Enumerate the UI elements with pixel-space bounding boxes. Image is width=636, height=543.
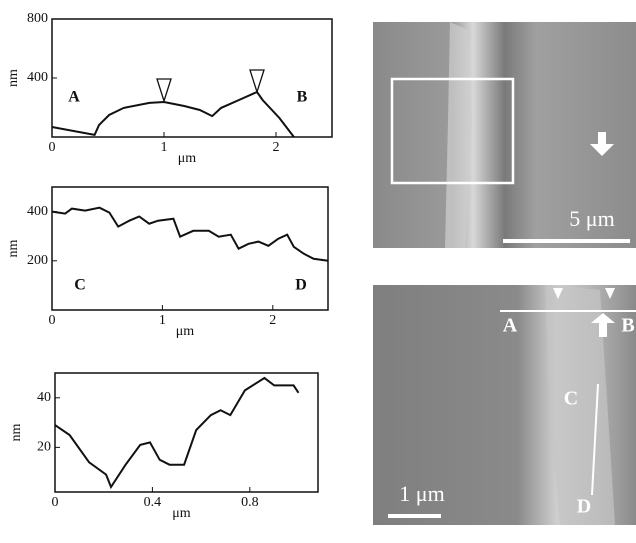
x-tick-label: 0.4 bbox=[144, 495, 162, 510]
y-axis-label: nm bbox=[6, 239, 21, 257]
annotation: A bbox=[68, 89, 80, 106]
y-tick-label: 400 bbox=[27, 204, 48, 219]
x-axis-label: μm bbox=[172, 506, 191, 521]
profile-line bbox=[55, 378, 299, 487]
scale-bar-label: 5 μm bbox=[569, 206, 614, 231]
x-tick-label: 0.8 bbox=[241, 495, 259, 510]
x-tick-label: 0 bbox=[49, 140, 56, 155]
marker-triangle bbox=[250, 70, 264, 92]
x-tick-label: 0 bbox=[52, 495, 59, 510]
plot-frame bbox=[52, 187, 328, 310]
y-tick-label: 200 bbox=[27, 253, 48, 268]
y-tick-label: 800 bbox=[27, 11, 48, 26]
image-label: C bbox=[564, 388, 578, 410]
y-tick-label: 40 bbox=[37, 390, 51, 405]
image-label: D bbox=[577, 496, 591, 518]
x-tick-label: 2 bbox=[273, 140, 280, 155]
sem-image-bottom: A B C D 1 μm bbox=[373, 285, 636, 525]
y-tick-label: 20 bbox=[37, 440, 51, 455]
plot-frame bbox=[52, 19, 332, 137]
image-label: A bbox=[503, 315, 518, 337]
sem-image-top: 5 μm bbox=[373, 22, 636, 248]
scale-bar-label: 1 μm bbox=[399, 481, 444, 506]
marker-triangle bbox=[157, 79, 171, 101]
x-tick-label: 2 bbox=[269, 313, 276, 328]
y-tick-label: 400 bbox=[27, 70, 48, 85]
x-tick-label: 0 bbox=[49, 313, 56, 328]
profile-line bbox=[52, 92, 294, 137]
profile-line bbox=[52, 208, 328, 261]
plot-frame bbox=[55, 373, 318, 492]
annotation: C bbox=[74, 277, 86, 294]
x-axis-label: μm bbox=[178, 151, 197, 166]
y-axis-label: nm bbox=[6, 69, 21, 87]
image-label: B bbox=[621, 315, 634, 337]
y-axis-label: nm bbox=[9, 423, 24, 441]
x-tick-label: 1 bbox=[161, 140, 168, 155]
x-axis-label: μm bbox=[176, 324, 195, 339]
annotation: D bbox=[295, 277, 307, 294]
figure: 5 μm A B C D 1 μm 400800012μmnmAB2004000… bbox=[0, 0, 636, 538]
annotation: B bbox=[297, 89, 308, 106]
x-tick-label: 1 bbox=[159, 313, 166, 328]
